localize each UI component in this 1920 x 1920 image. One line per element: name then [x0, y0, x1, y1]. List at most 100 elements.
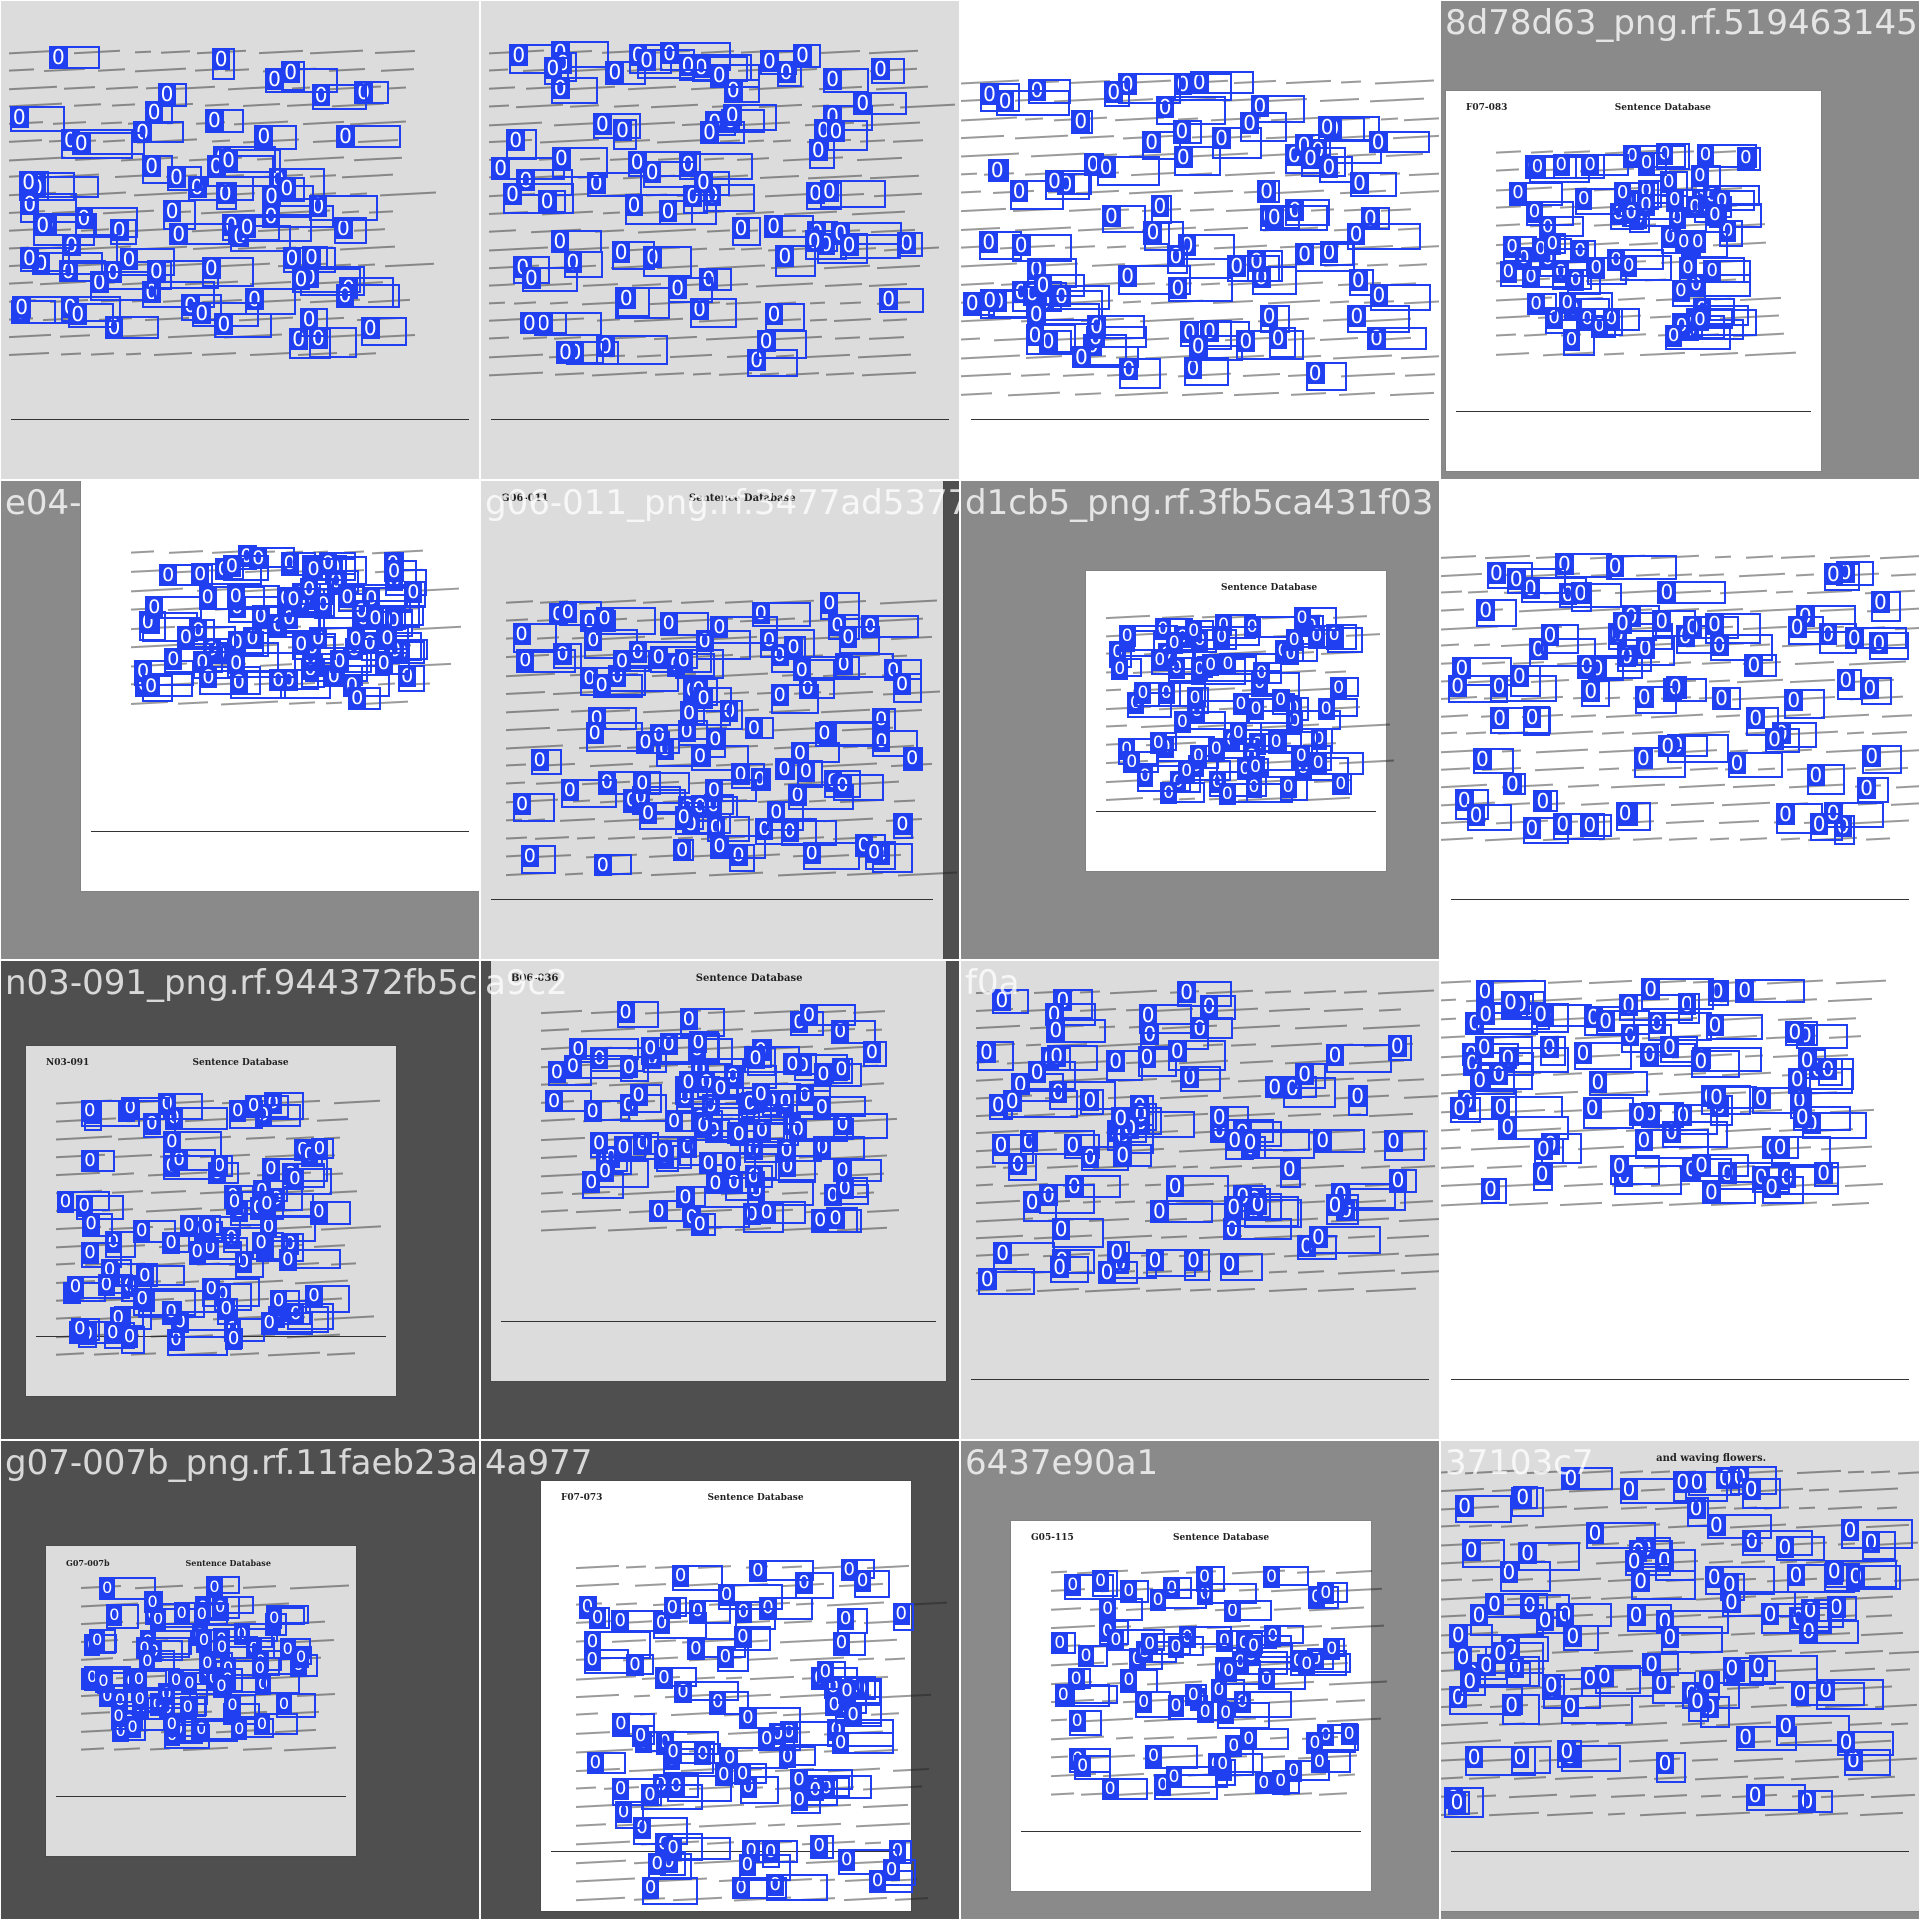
detection-box: 0 — [1309, 1226, 1381, 1254]
detection-class-tag: 0 — [304, 558, 322, 580]
detection-class-tag: 0 — [1227, 255, 1246, 277]
detection-box: 0 — [1788, 1068, 1853, 1094]
detection-box: 0 — [1788, 616, 1824, 644]
detection-box: 0 — [20, 247, 70, 273]
handwritten-word — [1578, 1165, 1597, 1168]
detection-class-tag: 0 — [639, 802, 657, 824]
detection-box: 0 — [205, 109, 244, 134]
detection-class-tag: 0 — [1255, 1772, 1272, 1794]
detection-class-tag: 0 — [797, 760, 815, 782]
page-heading: Sentence Database — [193, 1058, 289, 1068]
detection-box: 0 — [254, 1713, 298, 1735]
detection-box: 0 — [1575, 188, 1616, 215]
detection-box: 0 — [366, 607, 392, 630]
result-tile: 0000000000000000000000000000000000000000… — [1, 481, 479, 959]
detection-class-tag: 0 — [1660, 1036, 1679, 1058]
detection-box: 0 — [1220, 1660, 1261, 1686]
detection-class-tag: 0 — [1119, 625, 1136, 647]
detection-box: 0 — [1241, 1131, 1315, 1158]
detection-class-tag: 0 — [817, 1661, 834, 1683]
detection-box: 0 — [584, 1649, 629, 1673]
detection-box: 0 — [1245, 1635, 1292, 1658]
detection-class-tag: 0 — [1069, 1710, 1086, 1732]
detection-box: 0 — [145, 596, 202, 619]
detection-box: 0 — [1511, 1746, 1551, 1773]
detection-class-tag: 0 — [1178, 760, 1195, 782]
detection-class-tag: 0 — [1240, 112, 1259, 134]
detection-box: 0 — [833, 1632, 866, 1657]
detection-box: 0 — [1702, 1181, 1756, 1204]
detection-class-tag: 0 — [1737, 147, 1754, 169]
detection-class-tag: 0 — [1168, 1040, 1187, 1062]
detection-class-tag: 0 — [1384, 1130, 1403, 1152]
detection-class-tag: 0 — [1448, 1791, 1467, 1813]
detection-box: 0 — [1134, 682, 1180, 707]
detection-box: 0 — [1208, 738, 1258, 759]
detection-class-tag: 0 — [286, 1168, 303, 1190]
detection-box: 0 — [593, 674, 643, 698]
detection-class-tag: 0 — [809, 139, 828, 161]
detection-box: 0 — [717, 1646, 749, 1672]
detection-box: 0 — [988, 159, 1010, 183]
detection-class-tag: 0 — [513, 623, 531, 645]
detection-class-tag: 0 — [1638, 152, 1655, 174]
detection-box: 0 — [626, 1654, 653, 1675]
handwritten-word — [1026, 1043, 1041, 1046]
detection-class-tag: 0 — [133, 1288, 150, 1310]
detection-class-tag: 0 — [1691, 165, 1708, 187]
detection-class-tag: 0 — [1269, 327, 1288, 349]
detection-box: 0 — [531, 749, 563, 775]
detection-class-tag: 0 — [347, 628, 365, 650]
detection-box: 0 — [334, 217, 367, 244]
detection-class-tag: 0 — [1099, 1598, 1116, 1620]
detection-class-tag: 0 — [612, 1713, 629, 1735]
detection-class-tag: 0 — [1072, 346, 1091, 368]
detection-class-tag: 0 — [1298, 1653, 1315, 1675]
detection-box: 0 — [1450, 1097, 1481, 1123]
detection-class-tag: 0 — [1629, 1103, 1648, 1125]
detection-class-tag: 0 — [213, 1675, 229, 1697]
detection-class-tag: 0 — [1295, 1063, 1314, 1085]
detection-class-tag: 0 — [142, 675, 160, 697]
detection-box: 0 — [1369, 131, 1430, 154]
handwritten-word — [1379, 1008, 1401, 1011]
detection-class-tag: 0 — [1656, 1752, 1675, 1774]
detection-box: 0 — [1841, 1519, 1914, 1549]
detection-class-tag: 0 — [978, 1268, 997, 1290]
detection-box: 0 — [1656, 1752, 1687, 1783]
detection-box: 0 — [72, 132, 146, 155]
detection-class-tag: 0 — [245, 1095, 262, 1117]
detection-box: 0 — [1673, 1471, 1727, 1501]
detection-box: 0 — [1330, 677, 1359, 698]
detection-box: 0 — [1173, 120, 1202, 144]
detection-class-tag: 0 — [594, 854, 612, 876]
detection-class-tag: 0 — [844, 1704, 861, 1726]
detection-box: 0 — [1742, 1478, 1781, 1508]
detection-class-tag: 0 — [144, 1591, 160, 1613]
detection-box: 0 — [1097, 156, 1160, 186]
detection-box: 0 — [1145, 1745, 1197, 1769]
detection-class-tag: 0 — [1574, 1042, 1593, 1064]
detection-box: 0 — [1762, 1176, 1803, 1204]
detection-class-tag: 0 — [238, 216, 257, 238]
detection-box: 0 — [745, 717, 774, 739]
tile-filename-label: 6437e90a1 — [965, 1443, 1158, 1483]
detection-class-tag: 0 — [1707, 1514, 1726, 1536]
detection-class-tag: 0 — [1470, 1069, 1489, 1091]
detection-class-tag: 0 — [747, 1047, 765, 1069]
detection-class-tag: 0 — [336, 125, 355, 147]
detection-box: 0 — [1139, 1004, 1193, 1034]
detection-box: 0 — [286, 1168, 332, 1195]
detection-box: 0 — [691, 1213, 716, 1236]
detection-class-tag: 0 — [1871, 591, 1890, 613]
detection-class-tag: 0 — [1614, 182, 1631, 204]
detection-class-tag: 0 — [1825, 1560, 1844, 1582]
detection-class-tag: 0 — [641, 1784, 658, 1806]
detection-box: 0 — [587, 1752, 626, 1774]
detection-box: 0 — [1217, 1702, 1270, 1729]
detection-class-tag: 0 — [893, 1603, 910, 1625]
detection-class-tag: 0 — [1787, 1564, 1806, 1586]
detection-class-tag: 0 — [1260, 305, 1279, 327]
detection-class-tag: 0 — [820, 592, 838, 614]
detection-box: 0 — [596, 1160, 649, 1188]
